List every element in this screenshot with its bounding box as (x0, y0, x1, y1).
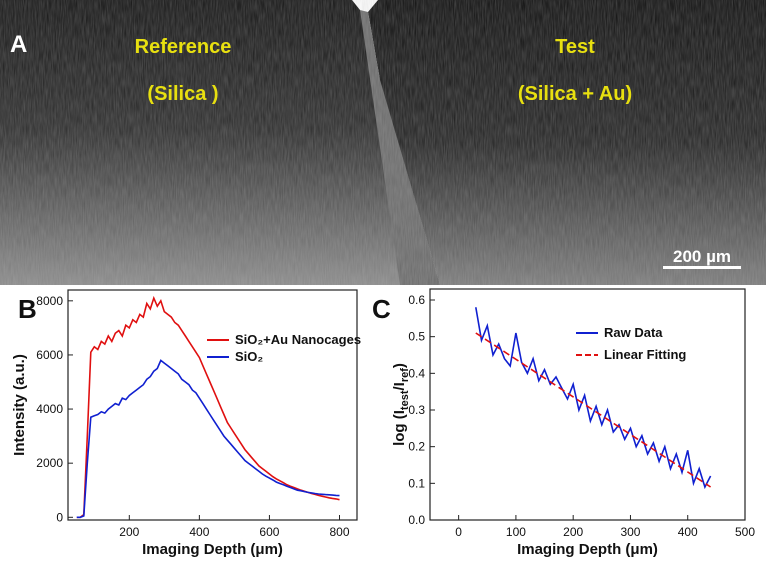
x-tick-label: 800 (329, 525, 349, 539)
y-tick-label: 4000 (36, 402, 63, 416)
x-axis-label: Imaging Depth (μm) (142, 541, 283, 558)
plot-frame (429, 288, 746, 521)
x-tick-label: 400 (678, 525, 698, 539)
left-subtitle: (Silica ) (147, 83, 218, 105)
y-tick-label: 0.4 (408, 366, 425, 380)
series-line (76, 359, 340, 519)
x-tick-label: 300 (620, 525, 640, 539)
y-axis-label-part: /I (391, 382, 408, 390)
x-tick-label: 200 (563, 525, 583, 539)
plot-frame (67, 289, 358, 521)
y-axis-label-part: log (I (391, 410, 408, 446)
x-tick-label: 200 (119, 525, 139, 539)
series-line (475, 307, 712, 490)
panel-label: B (18, 294, 37, 324)
legend-label: SiO₂+Au Nanocages (235, 332, 361, 347)
series-line (76, 295, 340, 519)
legend-label: Linear Fitting (604, 347, 686, 362)
y-tick-label: 0.2 (408, 440, 425, 454)
x-tick-label: 600 (259, 525, 279, 539)
legend-label: Raw Data (604, 325, 663, 340)
y-axis-label-part: ) (391, 363, 408, 368)
y-axis-label-part: test (399, 390, 411, 410)
y-tick-label: 0.1 (408, 476, 425, 490)
x-axis-label: Imaging Depth (μm) (517, 541, 658, 558)
legend-label: SiO₂ (235, 349, 263, 364)
y-tick-label: 6000 (36, 348, 63, 362)
panel-label: C (372, 294, 391, 324)
y-tick-label: 2000 (36, 456, 63, 470)
x-tick-label: 100 (506, 525, 526, 539)
y-axis-label: Intensity (a.u.) (11, 354, 28, 456)
y-tick-label: 8000 (36, 294, 63, 308)
oct-image: A Reference (Silica ) Test (Silica + Au)… (0, 0, 766, 285)
x-tick-label: 400 (189, 525, 209, 539)
series-line (475, 332, 712, 488)
right-title: Test (555, 36, 595, 58)
y-tick-label: 0.6 (408, 293, 425, 307)
y-tick-label: 0.3 (408, 403, 425, 417)
speckle (0, 0, 766, 285)
scale-bar (663, 266, 741, 269)
x-tick-label: 0 (455, 525, 462, 539)
y-tick-label: 0.0 (408, 513, 425, 527)
left-title: Reference (135, 36, 232, 58)
y-tick-label: 0 (56, 510, 63, 524)
x-tick-label: 500 (735, 525, 755, 539)
scale-bar-label: 200 µm (673, 247, 731, 266)
panel-label: A (10, 31, 27, 58)
y-axis-label-part: ref (399, 368, 411, 382)
y-tick-label: 0.5 (408, 330, 425, 344)
y-axis-label: log (Itest/Iref) (391, 363, 411, 446)
right-subtitle: (Silica + Au) (518, 83, 632, 105)
